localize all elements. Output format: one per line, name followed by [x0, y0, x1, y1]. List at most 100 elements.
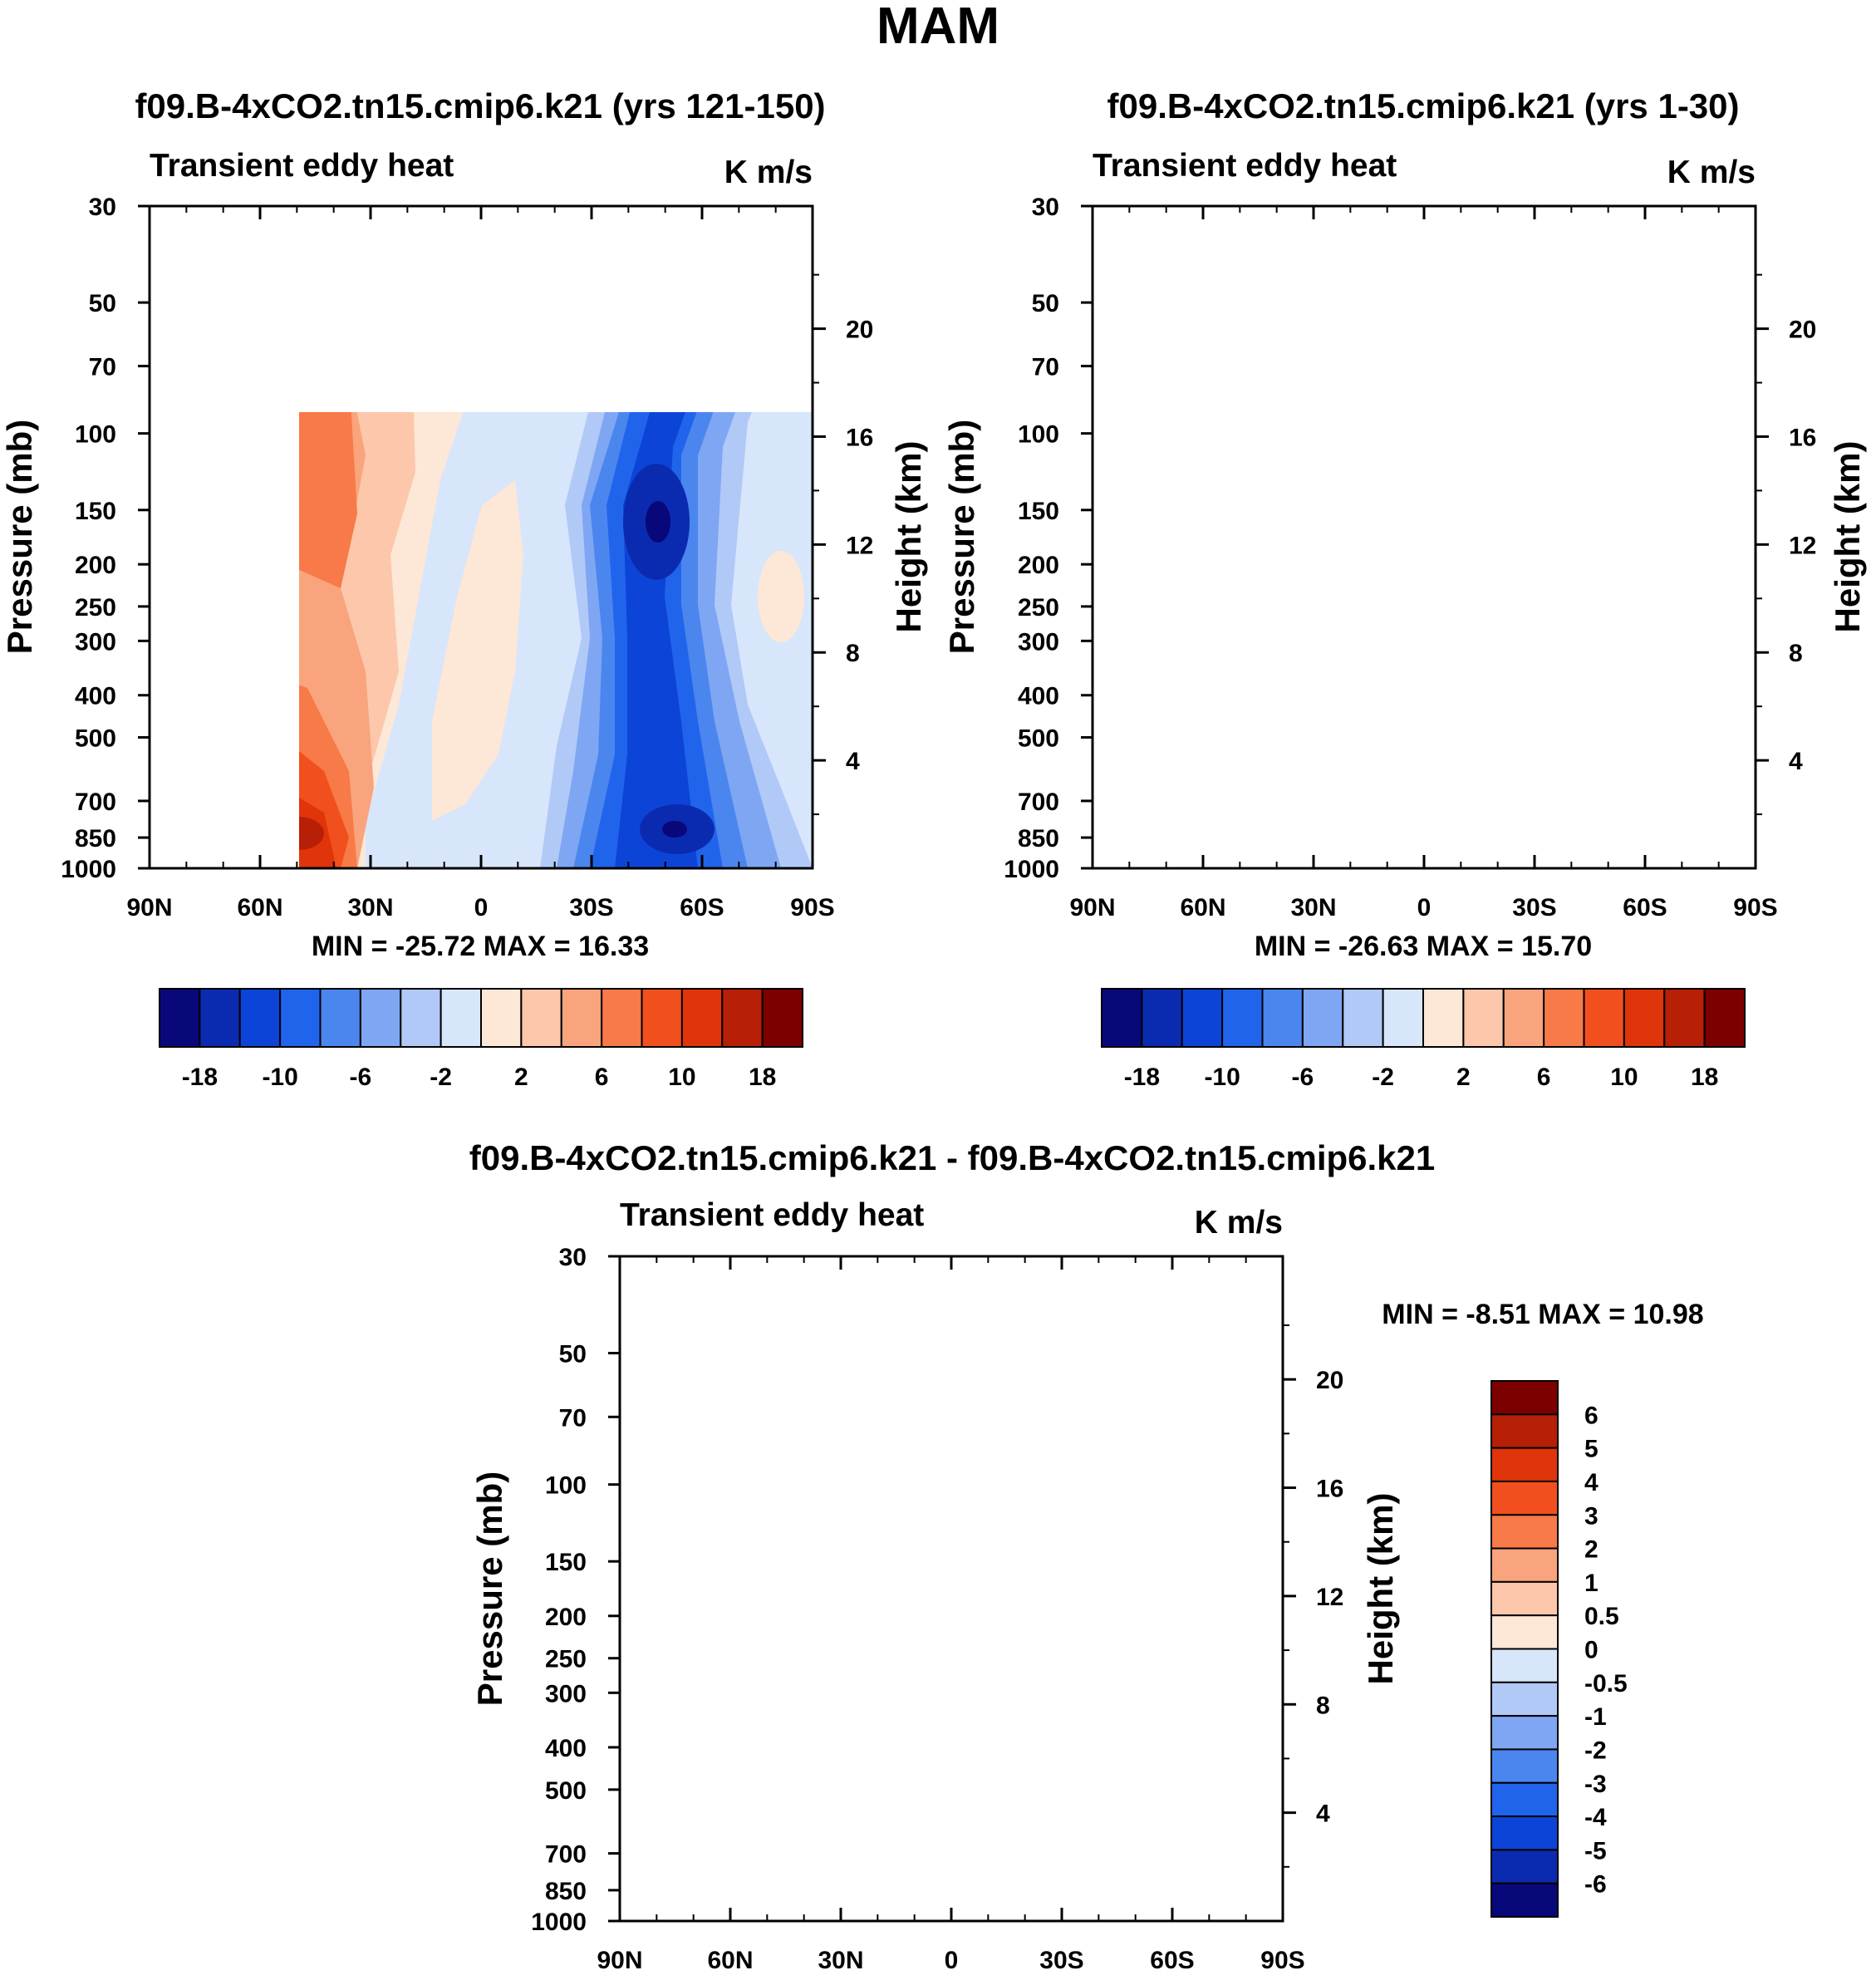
panel-diff-colorbar: 6 5 4 3 2 1 0.5 0 -0.5 -1 -2 -3 -4 -5 -6 — [1490, 1380, 1628, 1918]
panel-b-colorbar-box — [1101, 988, 1143, 1048]
panel-a-colorbar-box — [319, 988, 361, 1048]
panel-a-colorbar-box — [159, 988, 201, 1048]
panel-diff-field-pos-f — [1077, 1813, 1168, 1921]
panel-b-xtick-label: 30S — [1512, 894, 1556, 921]
panel-b-xtick-label: 0 — [1417, 894, 1432, 921]
panel-a-ytick-label: 300 — [75, 628, 116, 656]
panel-diff-ytick-right-label: 16 — [1316, 1476, 1343, 1503]
panel-b-field-6n — [1562, 443, 1628, 609]
panel-diff-colorbar-label: 4 — [1584, 1469, 1599, 1496]
panel-diff-xtick-label: 60N — [707, 1947, 753, 1974]
panel-a-colorbar-label: -6 — [350, 1064, 372, 1091]
panel-diff-field-neg-e — [1102, 1398, 1201, 1555]
panel-a-colorbar-box — [761, 988, 803, 1048]
figure-title: MAM — [877, 0, 999, 55]
panel-diff-xtick-label: 90S — [1260, 1947, 1304, 1974]
panel-b-xtick-label: 60N — [1180, 894, 1225, 921]
panel-diff-field-neg-g — [1193, 1688, 1260, 1813]
panel-b-ytick-label: 400 — [1018, 683, 1059, 710]
panel-b-colorbar-box — [1221, 988, 1264, 1048]
panel-diff-colorbar-box — [1490, 1514, 1559, 1550]
panel-b-plot-area — [1093, 206, 1756, 868]
panel-a-colorbar-label: -18 — [182, 1064, 218, 1091]
panel-diff-field-neg-f — [1150, 1464, 1186, 1530]
panel-b-colorbar: -18 -10 -6 -2 2 6 10 18 — [1101, 988, 1746, 1091]
panel-b-field-0p-c — [1701, 551, 1747, 642]
panel-diff-title: f09.B-4xCO2.tn15.cmip6.k21 - f09.B-4xCO2… — [469, 1138, 1436, 1177]
panel-b-colorbar-box — [1623, 988, 1666, 1048]
panel-a-colorbar-label: 18 — [749, 1064, 776, 1091]
panel-b-ytick-label: 250 — [1018, 594, 1059, 622]
panel-b-ytick-label: 50 — [1032, 290, 1059, 317]
panel-diff-colorbar-box — [1490, 1648, 1559, 1683]
panel-a-field-5p — [208, 206, 282, 422]
panel-diff-colorbar-box — [1490, 1547, 1559, 1583]
panel-diff-background — [620, 1256, 1283, 1921]
panel-diff-ytick-right-label: 20 — [1316, 1367, 1343, 1394]
panel-diff-ytick-label: 70 — [559, 1404, 587, 1432]
panel-b-field-4p — [1142, 206, 1242, 455]
panel-b-field-0p-b — [1375, 480, 1466, 821]
panel-diff-ytick-right-label: 8 — [1316, 1692, 1330, 1719]
panel-diff-field-pos-p — [1200, 1904, 1216, 1918]
panel-b-colorbar-box — [1663, 988, 1706, 1048]
panel-a-xtick-label: 60S — [680, 894, 724, 921]
panel-diff-units: K m/s — [1195, 1205, 1283, 1241]
panel-diff-left-label: Transient eddy heat — [620, 1197, 924, 1233]
panel-a-xtick-label: 90S — [790, 894, 834, 921]
panel-diff-xtick-label: 30S — [1039, 1947, 1083, 1974]
panel-b-xtick-label: 90S — [1733, 894, 1777, 921]
panel-diff-xtick-label: 0 — [945, 1947, 959, 1974]
panel-diff-field-neg-a — [711, 1256, 1283, 1921]
panel-diff-ytick-label: 300 — [545, 1680, 587, 1707]
panel-diff-colorbar-box — [1490, 1480, 1559, 1516]
panel-diff-ytick-label: 700 — [545, 1841, 587, 1869]
panel-a-colorbar-box — [440, 988, 482, 1048]
panel-a-ytick-label: 700 — [75, 789, 116, 816]
panel-b-ytick-label: 150 — [1018, 498, 1059, 525]
panel-diff-colorbar-box — [1490, 1781, 1559, 1818]
panel-a-ytick-label: 30 — [89, 194, 116, 221]
panel-b-ytick-label: 500 — [1018, 725, 1059, 752]
panel-a-ytick-label: 50 — [89, 290, 116, 317]
panel-a-colorbar-box — [480, 988, 523, 1048]
panel-a-ytick-right-label: 12 — [846, 532, 873, 559]
panel-a-colorbar-box — [279, 988, 322, 1048]
panel-b-field-3p — [1134, 206, 1300, 572]
panel-b-units: K m/s — [1667, 155, 1756, 190]
panel-a-ytick-label: 250 — [75, 594, 116, 622]
panel-a-colorbar-box — [359, 988, 402, 1048]
panel-a-colorbar-label: 2 — [514, 1064, 528, 1091]
panel-b-colorbar-box — [1703, 988, 1746, 1048]
panel-diff-colorbar-label: -5 — [1584, 1837, 1607, 1865]
panel-b-field-1p — [1093, 206, 1358, 868]
panel-diff-ytick-label: 30 — [559, 1244, 587, 1271]
panel-a-colorbar-box — [641, 988, 683, 1048]
panel-b-colorbar-label: -6 — [1292, 1064, 1314, 1091]
panel-b-left-label: Transient eddy heat — [1093, 148, 1397, 184]
panel-diff-ytick-label: 850 — [545, 1878, 587, 1905]
panel-diff-ytick-right-label: 4 — [1316, 1801, 1330, 1828]
panel-diff-colorbar-label: 6 — [1584, 1402, 1599, 1429]
panel-a-stats: MIN = -25.72 MAX = 16.33 — [312, 931, 649, 962]
panel-b-colorbar-box — [1181, 988, 1224, 1048]
panel-diff-field-pos-d — [1035, 1605, 1185, 1921]
panel-diff-colorbar-label: -6 — [1584, 1871, 1607, 1899]
panel-a-field-7n — [662, 821, 687, 838]
panel-b-colorbar-label: 2 — [1456, 1064, 1471, 1091]
panel-diff-field-neg-b — [773, 1464, 823, 1647]
panel-b-ytick-label: 300 — [1018, 628, 1059, 656]
panel-a-ytick-label: 1000 — [61, 856, 116, 883]
panel-diff-xtick-label: 90N — [597, 1947, 642, 1974]
panel-b-ytick-label: 1000 — [1004, 856, 1059, 883]
panel-diff-colorbar-box — [1490, 1447, 1559, 1482]
panel-diff-colorbar-box — [1490, 1380, 1559, 1416]
panel-diff-field-neg-d — [919, 1456, 960, 1530]
panel-b-colorbar-label: -18 — [1124, 1064, 1160, 1091]
panel-diff-colorbar-label: 1 — [1584, 1570, 1599, 1597]
panel-b-ytick-right-label: 4 — [1789, 748, 1803, 775]
panel-b-colorbar-box — [1583, 988, 1625, 1048]
panel-diff-ytick-label: 250 — [545, 1646, 587, 1673]
panel-a-ytick-right-label: 16 — [846, 424, 873, 451]
panel-diff-colorbar-label: -4 — [1584, 1804, 1607, 1831]
